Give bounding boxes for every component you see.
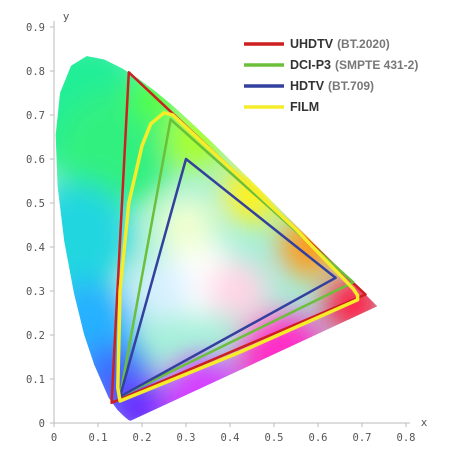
x-tick-label: 0 xyxy=(51,432,57,444)
x-tick-label: 0.7 xyxy=(353,432,372,444)
legend-label: UHDTV (BT.2020) xyxy=(290,37,390,51)
x-axis-label: x xyxy=(421,416,428,429)
y-tick-label: 0.1 xyxy=(26,374,45,386)
series-film-outline xyxy=(116,111,360,403)
y-tick-label: 0.7 xyxy=(26,110,45,122)
x-tick-label: 0.2 xyxy=(133,432,152,444)
legend-label: DCI-P3 (SMPTE 431-2) xyxy=(290,58,418,72)
y-tick-label: 0.8 xyxy=(26,66,45,78)
y-tick-label: 0.4 xyxy=(26,242,45,254)
legend-detail: (SMPTE 431-2) xyxy=(335,58,418,72)
y-tick-label: 0 xyxy=(39,418,45,430)
y-tick-label: 0.5 xyxy=(26,198,45,210)
legend-detail: (BT.2020) xyxy=(337,37,390,51)
x-tick-label: 0.5 xyxy=(265,432,284,444)
x-tick-label: 0.1 xyxy=(89,432,108,444)
y-tick-label: 0.6 xyxy=(26,154,45,166)
series-hdtv-outline xyxy=(118,157,337,398)
y-tick-label: 0.3 xyxy=(26,286,45,298)
axes: 0 0.1 0.2 0.3 0.4 0.5 0.6 0.7 0.8 0 0.1 0.2 0.3 0.4 0.… xyxy=(26,10,428,444)
x-tick-label: 0.3 xyxy=(177,432,196,444)
series-dci-p3-outline xyxy=(118,118,355,398)
legend: UHDTV (BT.2020) DCI-P3 (SMPTE 431-2) HDTV (BT… xyxy=(244,37,418,114)
gamut-series xyxy=(110,71,367,405)
y-tick-label: 0.2 xyxy=(26,330,45,342)
legend-label: FILM xyxy=(290,100,319,114)
x-tick-label: 0.6 xyxy=(309,432,328,444)
legend-label: HDTV (BT.709) xyxy=(290,79,374,93)
x-tick-label: 0.8 xyxy=(397,432,416,444)
y-tick-label: 0.9 xyxy=(26,22,45,34)
y-axis-label: y xyxy=(63,10,70,23)
x-tick-label: 0.4 xyxy=(221,432,240,444)
legend-detail: (BT.709) xyxy=(328,79,374,93)
